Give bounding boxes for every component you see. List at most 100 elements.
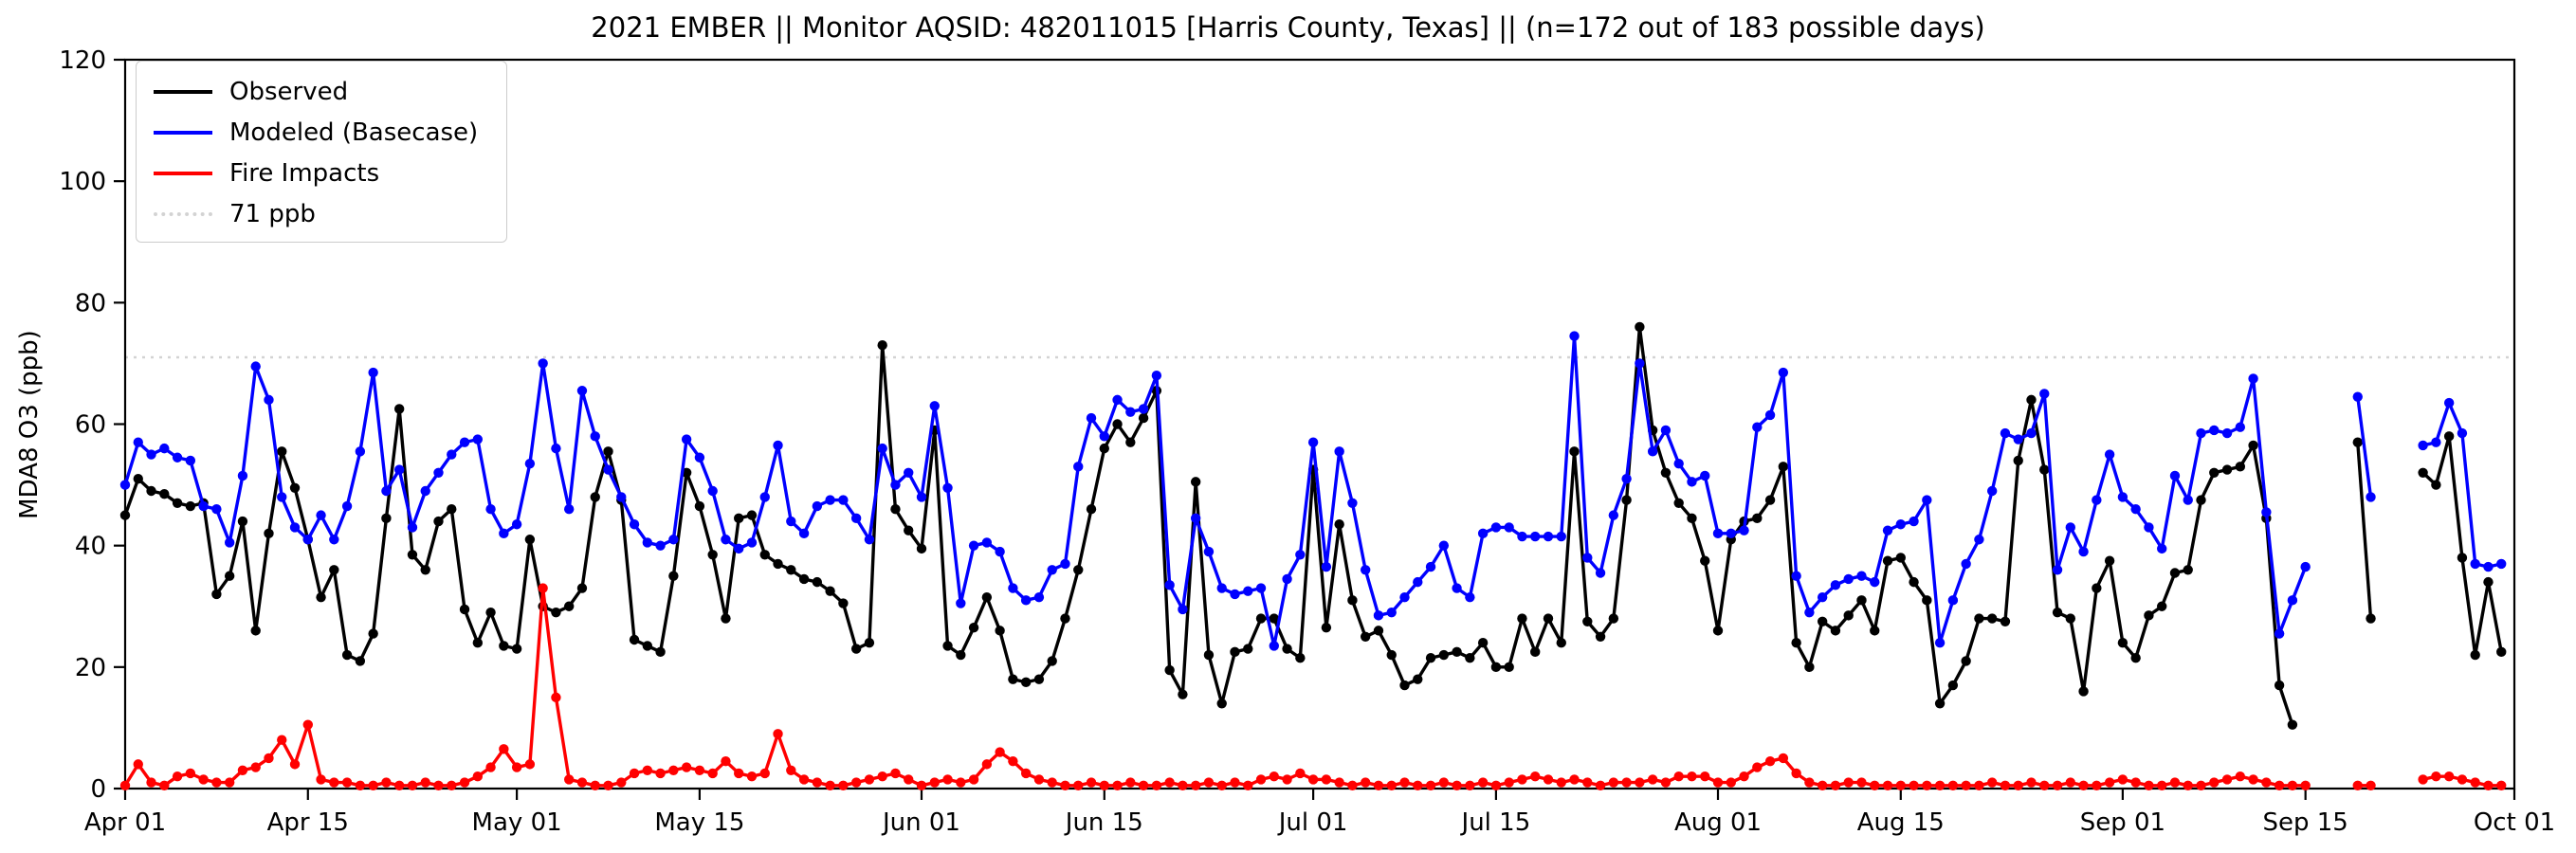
modeled-series-point: [2169, 470, 2181, 481]
fire-impacts-series-point: [146, 777, 156, 788]
observed-series-point: [2013, 455, 2023, 466]
legend-item-fire: Fire Impacts: [137, 153, 506, 193]
fire-impacts-series-point: [2117, 774, 2128, 785]
observed-series-point: [1922, 595, 1932, 606]
fire-impacts-series-point: [1882, 780, 1893, 790]
fire-impacts-series-point: [904, 774, 914, 785]
observed-series-point: [707, 550, 718, 560]
observed-series-point: [1791, 638, 1801, 648]
observed-series-point: [368, 628, 378, 639]
fire-impacts-series-point: [629, 768, 640, 779]
fire-impacts-series-point: [2443, 771, 2455, 782]
observed-series-point: [329, 565, 339, 575]
fire-impacts-series-point: [2092, 780, 2102, 790]
observed-series-point: [877, 339, 887, 351]
x-tick-label: Jun 15: [1064, 808, 1143, 837]
fire-line-swatch: [154, 171, 212, 175]
fire-impacts-series-point: [1086, 777, 1097, 788]
fire-impacts-series-point: [1974, 780, 1984, 790]
fire-impacts-series-point: [433, 780, 444, 790]
fire-impacts-series-point: [1282, 774, 1292, 785]
fire-impacts-series-point: [2169, 777, 2181, 788]
observed-series-point: [472, 638, 484, 648]
y-axis-label: MDA8 O3 (ppb): [15, 330, 44, 519]
modeled-series-point: [198, 500, 209, 512]
observed-series-point: [773, 558, 783, 570]
fire-impacts-series-point: [655, 768, 666, 779]
fire-impacts-series-point: [1243, 780, 1253, 790]
modeled-series-point: [1660, 425, 1672, 436]
fire-impacts-series-point: [393, 780, 405, 790]
observed-series-point: [316, 591, 326, 603]
modeled-series-point: [1830, 580, 1841, 590]
modeled-series-point: [642, 537, 653, 548]
fire-impacts-series-point: [2352, 780, 2363, 790]
observed-series-point: [2052, 607, 2063, 618]
fire-impacts-series-point: [1843, 777, 1854, 788]
observed-series-point: [825, 586, 835, 596]
observed-series-point: [968, 622, 979, 633]
fire-impacts-series-point: [1635, 777, 1645, 788]
observed-series-point: [172, 498, 183, 509]
fire-impacts-series-point: [1125, 777, 1136, 788]
fire-impacts-series-point: [538, 583, 548, 593]
observed-series-point: [956, 649, 966, 661]
modeled-series-point: [2221, 427, 2233, 439]
observed-series-point: [1008, 674, 1018, 684]
observed-series-point: [250, 626, 261, 636]
fire-impacts-series-point: [1269, 771, 1280, 782]
observed-series-point: [1504, 662, 1514, 673]
modeled-series-point: [786, 516, 796, 527]
modeled-series-point: [2418, 440, 2428, 451]
observed-series-point: [2221, 464, 2233, 475]
modeled-series-point: [1334, 446, 1344, 457]
fire-impacts-series-point: [159, 780, 170, 790]
fire-impacts-series-point: [1856, 777, 1867, 788]
observed-series-point: [1804, 662, 1815, 673]
modeled-series-point: [538, 358, 548, 369]
observed-series-point: [2352, 437, 2363, 447]
modeled-series-point: [1791, 571, 1801, 581]
legend-label-threshold: 71 ppb: [229, 199, 316, 228]
modeled-series-point: [655, 540, 666, 551]
modeled-series-point: [1047, 565, 1057, 575]
modeled-series-point: [1673, 458, 1684, 469]
observed-series-point: [381, 513, 392, 524]
fire-impacts-series-point: [1060, 780, 1070, 790]
modeled-series-point: [1543, 531, 1554, 542]
observed-series-point: [2457, 553, 2468, 563]
observed-series-point: [407, 550, 418, 560]
observed-series-point: [942, 641, 953, 651]
modeled-series-point: [2078, 546, 2089, 557]
threshold-line-swatch: [154, 211, 212, 216]
observed-series-line: [2356, 442, 2373, 619]
y-tick-label: 40: [75, 533, 106, 561]
fire-impacts-series-point: [459, 777, 470, 788]
fire-impacts-series-point: [786, 765, 796, 775]
observed-series-point: [2196, 495, 2206, 505]
observed-series-point: [1360, 631, 1371, 642]
modeled-series-point: [499, 528, 509, 539]
modeled-series-point: [289, 522, 301, 533]
fire-impacts-series-point: [2496, 780, 2507, 790]
fire-impacts-series-point: [942, 774, 953, 785]
modeled-series-point: [2248, 373, 2258, 384]
x-tick-label: May 15: [654, 808, 744, 837]
fire-impacts-series-point: [1216, 780, 1227, 790]
modeled-series-point: [159, 443, 170, 454]
legend-item-observed: Observed: [137, 71, 506, 112]
fire-impacts-series-point: [1909, 780, 1919, 790]
observed-series-point: [1125, 437, 1136, 447]
modeled-series-point: [707, 485, 718, 497]
observed-series-point: [1909, 576, 1919, 588]
observed-series-point: [1752, 513, 1763, 524]
observed-series-point: [1178, 689, 1188, 699]
modeled-series-point: [603, 464, 613, 475]
modeled-series-point: [1020, 595, 1032, 606]
modeled-series-point: [1164, 580, 1175, 590]
observed-series-point: [1230, 646, 1240, 658]
modeled-series-point: [2026, 427, 2037, 439]
modeled-series-point: [1112, 394, 1123, 406]
fire-impacts-series-point: [237, 765, 248, 775]
fire-impacts-series-point: [2156, 780, 2167, 790]
